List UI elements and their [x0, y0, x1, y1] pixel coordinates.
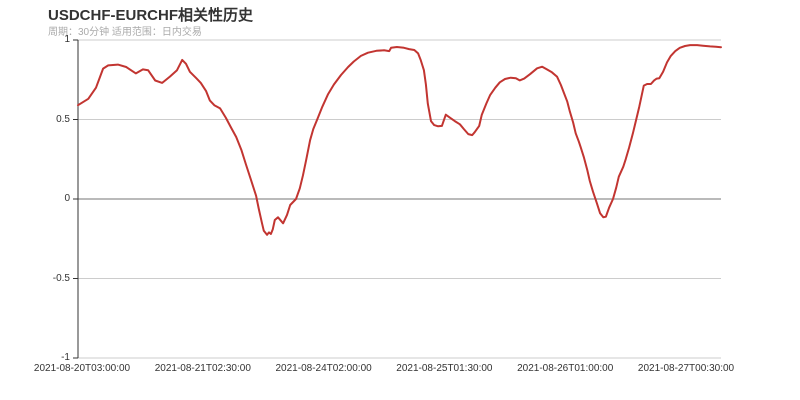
chart-title: USDCHF-EURCHF相关性历史 [48, 7, 253, 24]
x-tick-label: 2021-08-24T02:00:00 [275, 363, 372, 374]
x-tick-label: 2021-08-20T03:00:00 [33, 363, 131, 374]
y-tick-label: 1 [64, 34, 70, 45]
x-tick-label: 2021-08-25T01:30:00 [396, 363, 493, 374]
y-tick-label: 0.5 [56, 113, 70, 125]
y-tick-label: -1 [61, 352, 70, 363]
y-tick-label: 0 [64, 193, 70, 204]
x-tick-label: 2021-08-26T01:00:00 [517, 363, 614, 374]
y-tick-label: -0.5 [52, 272, 70, 284]
x-tick-label: 2021-08-21T02:30:00 [154, 363, 251, 374]
x-tick-label: 2021-08-27T00:30:00 [637, 363, 735, 374]
chart-subtitle: 周期：30分钟 适用范围：日内交易 [48, 27, 202, 38]
correlation-line [77, 44, 722, 236]
